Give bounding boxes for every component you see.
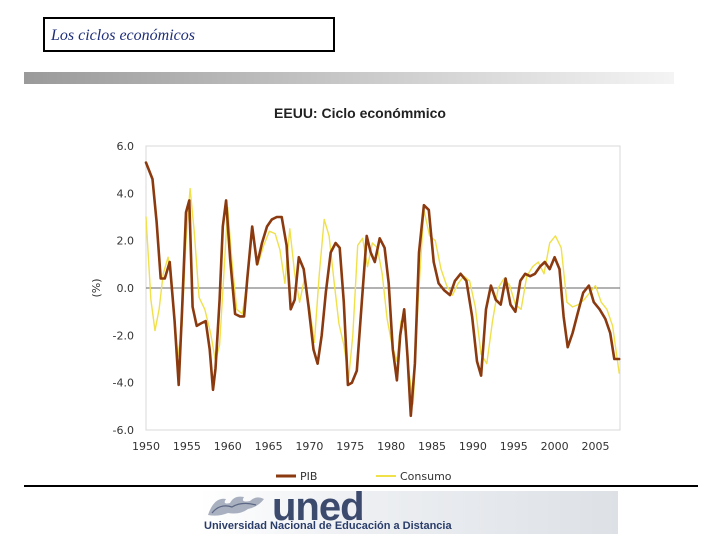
logo-subtitle: Universidad Nacional de Educación a Dist… (204, 520, 452, 532)
uned-logo: uned Universidad Nacional de Educación a… (200, 485, 618, 534)
x-tick-label: 1990 (459, 440, 487, 453)
logo-word: uned (272, 485, 365, 529)
y-tick-label: 0.0 (117, 282, 135, 295)
x-tick-label: 1980 (377, 440, 405, 453)
legend-label-pib: PIB (300, 470, 317, 483)
series-line-consumo (145, 187, 620, 405)
y-axis-label: (%) (90, 278, 103, 297)
x-tick-label: 1960 (214, 440, 242, 453)
business-cycle-chart: EEUU: Ciclo económmico (%) 6.0 4.0 2.0 0.0 -… (90, 105, 621, 483)
series-line-pib (144, 161, 621, 418)
y-tick-label: 6.0 (117, 140, 135, 153)
footer-divider (24, 485, 698, 487)
y-tick-label: 2.0 (117, 235, 135, 248)
x-tick-label: 1965 (255, 440, 283, 453)
x-tick-label: 1985 (418, 440, 446, 453)
x-tick-label: 2000 (541, 440, 569, 453)
y-tick-label: -4.0 (113, 377, 134, 390)
legend-label-consumo: Consumo (400, 470, 452, 483)
plot-area: 6.0 4.0 2.0 0.0 -2.0 -4.0 -6.0 1950 1955 1960 1965… (113, 140, 621, 453)
y-tick-label: -2.0 (113, 329, 134, 342)
chart-legend: PIB Consumo (276, 470, 452, 483)
y-tick-label: -6.0 (113, 424, 134, 437)
slide-title: Los ciclos económicos (51, 27, 195, 44)
x-tick-label: 1995 (500, 440, 528, 453)
chart-title: EEUU: Ciclo económmico (274, 105, 446, 121)
y-tick-label: 4.0 (117, 187, 135, 200)
x-tick-label: 1970 (295, 440, 323, 453)
x-tick-label: 2005 (581, 440, 609, 453)
x-tick-label: 1975 (336, 440, 364, 453)
header-gradient-bar (24, 72, 674, 84)
slide-title-box: Los ciclos económicos (43, 17, 335, 52)
x-tick-label: 1955 (173, 440, 201, 453)
x-tick-label: 1950 (132, 440, 160, 453)
uned-emblem-icon (208, 496, 264, 516)
